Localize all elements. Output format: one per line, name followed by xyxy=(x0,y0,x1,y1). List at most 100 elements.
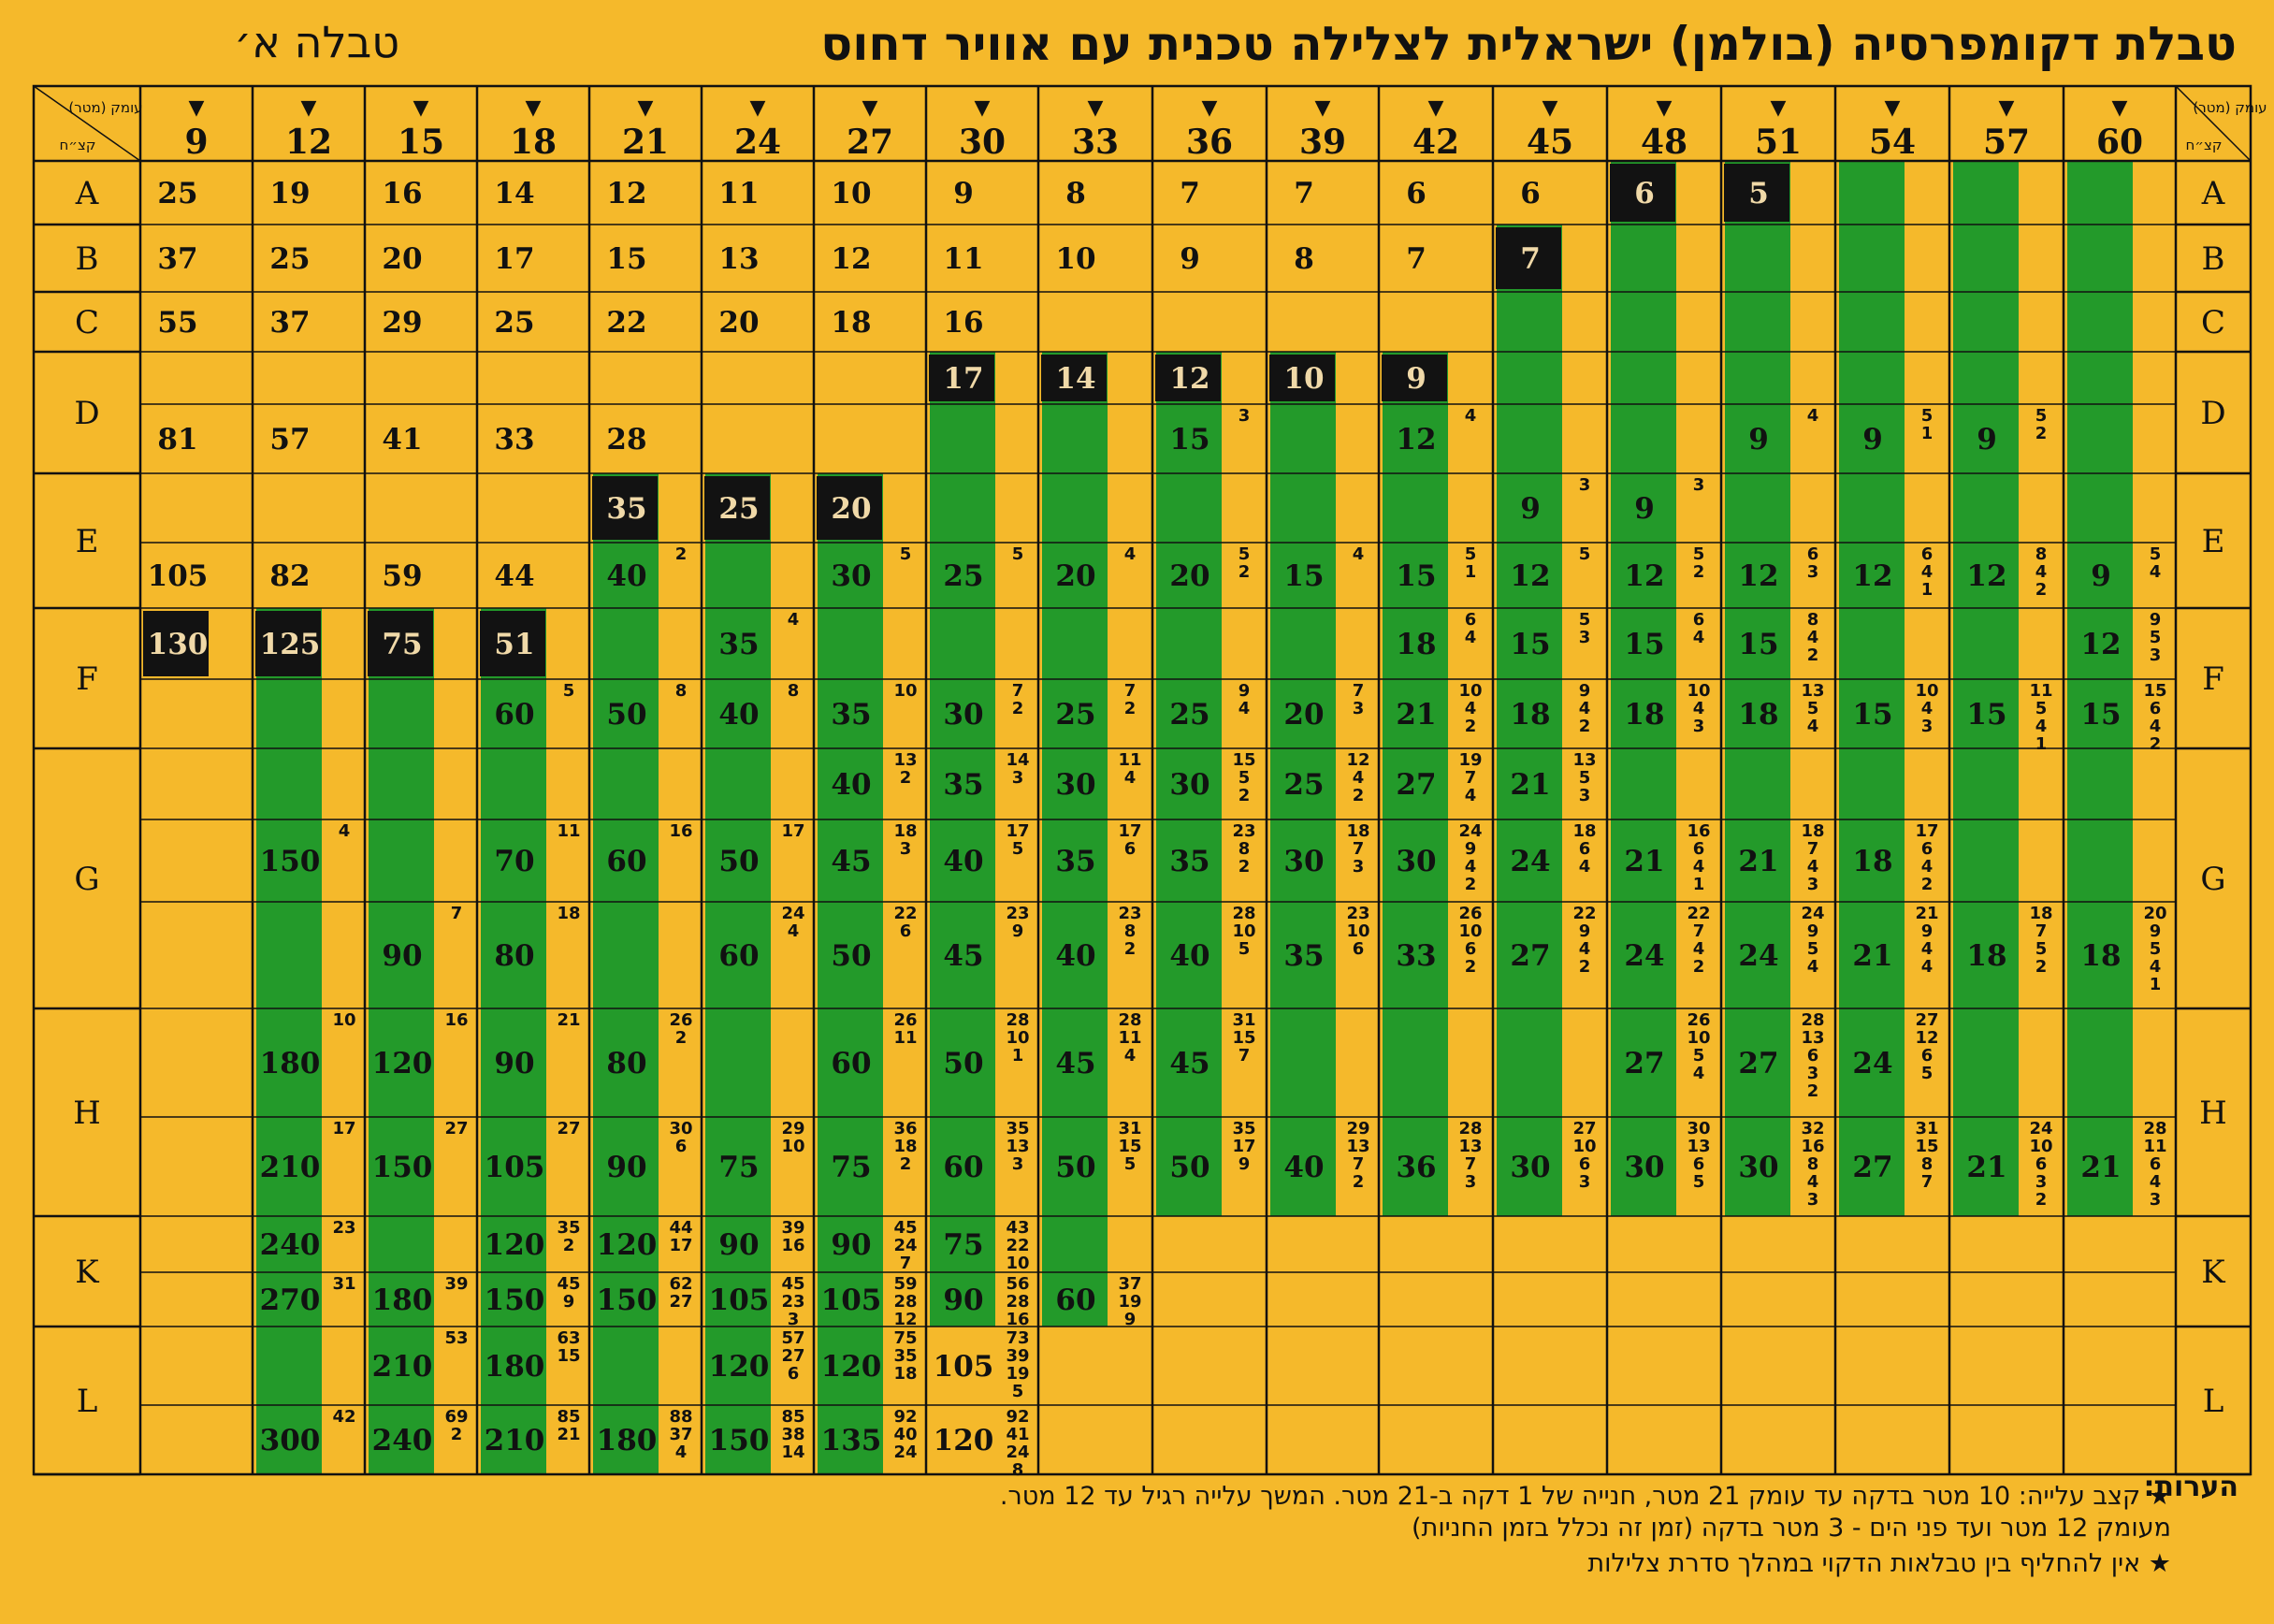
stop-time: 16 xyxy=(444,1010,468,1030)
cell-value: 6 xyxy=(1406,177,1427,210)
stop-time: 1 xyxy=(2035,734,2048,754)
stop-time: 18 xyxy=(557,904,580,923)
stop-time: 92 xyxy=(1006,1407,1029,1427)
cell-value: 60 xyxy=(831,1047,871,1080)
cell-value: 12 xyxy=(606,177,646,210)
stop-time: 15 xyxy=(1232,750,1255,770)
stop-time: 6 xyxy=(1807,544,1819,564)
cell-value: 27 xyxy=(1396,768,1436,802)
stop-time: 53 xyxy=(444,1328,468,1348)
stop-time: 92 xyxy=(893,1407,917,1427)
cell-value: 210 xyxy=(372,1350,433,1384)
stop-time: 2 xyxy=(1579,957,1591,977)
depth-arrow: ▼ xyxy=(2112,96,2128,120)
stop-time: 10 xyxy=(1232,921,1255,941)
cell-value: 82 xyxy=(269,559,310,593)
cell-value: 51 xyxy=(494,628,534,661)
stop-time: 4 xyxy=(1807,1172,1819,1192)
cell-value: 90 xyxy=(382,939,422,973)
cell-value: 18 xyxy=(1396,628,1436,661)
cell-value: 21 xyxy=(1510,768,1550,802)
black-cell xyxy=(1496,227,1561,289)
cell-value: 16 xyxy=(382,177,422,210)
cell-value: 90 xyxy=(943,1283,983,1317)
cell-value: 50 xyxy=(1055,1151,1095,1184)
cell-value: 21 xyxy=(1966,1151,2006,1184)
stop-time: 3 xyxy=(2150,645,2162,665)
stop-time: 3 xyxy=(1353,857,1365,877)
cell-value: 30 xyxy=(1624,1151,1664,1184)
cell-value: 120 xyxy=(597,1228,658,1262)
stop-time: 26 xyxy=(893,1010,917,1030)
stop-time: 6 xyxy=(1693,839,1705,859)
stop-time: 18 xyxy=(893,1137,917,1156)
stop-time: 4 xyxy=(1921,857,1934,877)
stop-time: 4 xyxy=(1465,628,1477,647)
stop-time: 2 xyxy=(2035,424,2048,443)
cell-value: 30 xyxy=(1055,768,1095,802)
stop-time: 4 xyxy=(1353,544,1365,564)
stop-time: 3 xyxy=(1465,1172,1477,1192)
cell-value: 21 xyxy=(1852,939,1892,973)
stop-time: 69 xyxy=(444,1407,468,1427)
stop-time: 4 xyxy=(339,821,351,841)
cell-value: 9 xyxy=(1748,423,1769,457)
stop-time: 28 xyxy=(1232,904,1255,923)
stop-time: 22 xyxy=(893,904,917,923)
stop-time: 4 xyxy=(1579,857,1591,877)
cell-value: 21 xyxy=(2080,1151,2121,1184)
stop-time: 35 xyxy=(557,1218,580,1238)
stop-time: 85 xyxy=(781,1407,804,1427)
stop-time: 17 xyxy=(669,1236,692,1255)
stop-time: 35 xyxy=(1006,1119,1029,1138)
stop-time: 7 xyxy=(1353,681,1365,701)
cell-value: 37 xyxy=(269,306,310,340)
stop-time: 6 xyxy=(2150,699,2162,718)
stop-time: 7 xyxy=(1353,1154,1365,1174)
cell-value: 18 xyxy=(1966,939,2006,973)
green-bar xyxy=(705,473,771,1474)
stop-time: 28 xyxy=(1118,1010,1141,1030)
cell-value: 9 xyxy=(953,177,974,210)
table-title: טבלת דקומפרסיה (בולמן) ישראלית לצלילה טכ… xyxy=(820,17,2237,71)
stop-time: 4 xyxy=(1353,768,1365,788)
stop-time: 3 xyxy=(1353,699,1365,718)
stop-time: 2 xyxy=(1238,562,1251,582)
cell-value: 60 xyxy=(718,939,759,973)
green-bar xyxy=(1383,352,1448,1216)
cell-value: 29 xyxy=(382,306,422,340)
cell-value: 50 xyxy=(718,845,759,878)
cell-value: 22 xyxy=(606,306,646,340)
stop-time: 2 xyxy=(1807,645,1819,665)
stop-time: 24 xyxy=(1458,821,1482,841)
cell-value: 150 xyxy=(260,845,321,878)
stop-time: 19 xyxy=(1006,1364,1029,1384)
notes-label: הערות: xyxy=(2143,1471,2238,1503)
stop-time: 7 xyxy=(1921,1172,1934,1192)
cell-value: 27 xyxy=(1624,1047,1664,1080)
depth-header: 27 xyxy=(847,123,893,162)
depth-header: 36 xyxy=(1186,123,1233,162)
stop-time: 6 xyxy=(1124,839,1137,859)
group-label-left: F xyxy=(76,660,98,698)
depth-header: 48 xyxy=(1641,123,1687,162)
cell-value: 90 xyxy=(606,1151,646,1184)
stop-time: 9 xyxy=(563,1292,575,1312)
stop-time: 10 xyxy=(1006,1254,1029,1273)
stop-time: 8 xyxy=(2035,544,2048,564)
stop-time: 88 xyxy=(669,1407,692,1427)
depth-header: 18 xyxy=(510,123,557,162)
depth-arrow: ▼ xyxy=(1543,96,1558,120)
stop-time: 30 xyxy=(669,1119,692,1138)
stop-time: 7 xyxy=(1807,839,1819,859)
stop-time: 5 xyxy=(1579,544,1591,564)
stop-time: 17 xyxy=(1232,1137,1255,1156)
cell-value: 180 xyxy=(485,1350,545,1384)
stop-time: 19 xyxy=(1118,1292,1141,1312)
cell-value: 25 xyxy=(157,177,197,210)
stop-time: 39 xyxy=(444,1274,468,1294)
stop-time: 16 xyxy=(1687,821,1710,841)
cell-value: 15 xyxy=(2080,698,2121,732)
stop-time: 30 xyxy=(1687,1119,1710,1138)
cell-value: 18 xyxy=(1510,698,1550,732)
